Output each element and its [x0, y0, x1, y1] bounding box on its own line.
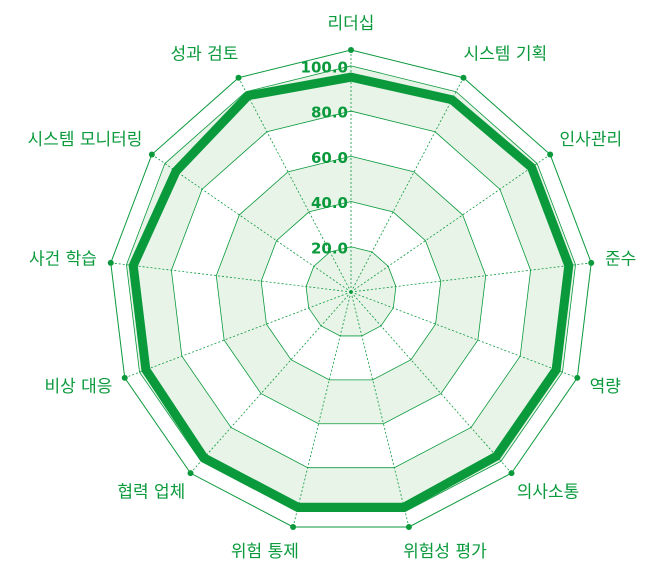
spoke — [350, 291, 512, 474]
category-label: 리더십 — [328, 14, 375, 34]
category-label: 의사소통 — [517, 483, 580, 503]
spoke-dot — [348, 47, 354, 53]
category-label: 비상 대응 — [44, 377, 112, 397]
spoke-dot — [508, 470, 515, 477]
spoke-dot — [187, 470, 194, 477]
spoke-dot — [121, 374, 128, 381]
spoke — [350, 291, 578, 379]
spoke — [350, 154, 551, 293]
spoke-dot — [574, 374, 581, 381]
grid-ring — [305, 246, 397, 337]
y-tick-label: 100.0 — [301, 58, 348, 76]
spoke-dot — [405, 523, 412, 530]
category-label: 위험성 평가 — [403, 542, 487, 562]
category-label: 위험 통제 — [231, 542, 299, 562]
spoke-dot — [547, 151, 554, 158]
spoke — [124, 291, 352, 379]
category-label: 인사관리 — [560, 130, 623, 150]
grid-ring — [215, 155, 487, 425]
category-label: 역량 — [590, 377, 622, 397]
category-label: 성과 검토 — [170, 45, 238, 65]
spoke — [238, 77, 352, 293]
spoke — [350, 77, 464, 293]
data-line — [128, 72, 574, 512]
category-label: 사건 학습 — [29, 250, 97, 270]
spoke — [292, 291, 352, 528]
spoke-dot — [107, 259, 114, 266]
category-label: 시스템 모니터링 — [28, 130, 143, 150]
category-label: 준수 — [605, 250, 636, 270]
spoke-dot — [290, 523, 297, 530]
y-tick-label: 40.0 — [311, 194, 348, 212]
spoke-dot — [460, 74, 467, 81]
spoke — [350, 291, 410, 528]
outer-ring — [110, 49, 592, 528]
spoke — [110, 262, 352, 293]
spoke-dot — [148, 151, 155, 158]
y-tick-label: 20.0 — [311, 239, 348, 257]
grid-ring — [170, 110, 532, 469]
y-tick-label: 60.0 — [311, 149, 348, 167]
spoke — [151, 154, 352, 293]
spoke — [190, 291, 352, 474]
spoke-dot — [235, 74, 242, 81]
y-tick-label: 80.0 — [311, 104, 348, 122]
spoke-dot — [588, 259, 595, 266]
category-label: 협력 업체 — [117, 483, 185, 503]
grid-ring — [260, 201, 442, 381]
spoke — [350, 262, 592, 293]
category-label: 시스템 기획 — [464, 45, 548, 65]
